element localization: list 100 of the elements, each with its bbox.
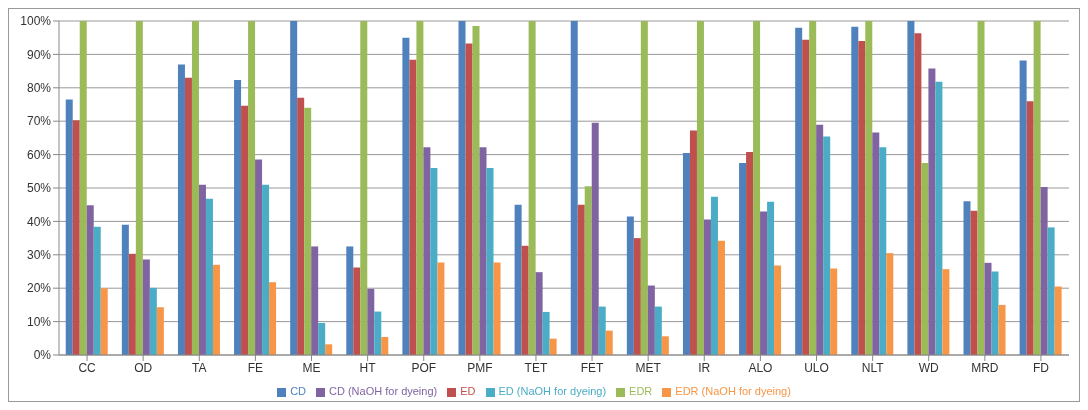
x-tick-label: NLT (861, 360, 885, 375)
bar (423, 147, 431, 355)
bar (528, 21, 536, 355)
bar (689, 130, 697, 355)
bar (1019, 60, 1027, 355)
bar (921, 162, 929, 355)
legend-label: EDR (629, 385, 653, 397)
bar (865, 21, 873, 355)
bar (86, 205, 94, 355)
bar (381, 336, 389, 355)
legend-label: EDR (NaOH for dyeing) (675, 385, 791, 397)
y-tick-label: 70% (26, 114, 52, 129)
bar (851, 26, 859, 355)
x-tick-label: TA (192, 360, 207, 375)
x-tick-label: TET (524, 360, 548, 375)
bar (241, 105, 249, 355)
x-tick-label: CC (78, 360, 97, 375)
bar (304, 107, 312, 355)
bar (472, 26, 480, 355)
bar (100, 288, 108, 355)
bar (128, 253, 136, 355)
bar (409, 59, 417, 355)
bar (970, 210, 978, 355)
bar (142, 259, 150, 355)
bar (991, 271, 999, 355)
bar (577, 204, 585, 355)
bar (416, 21, 424, 355)
bar (570, 21, 578, 355)
x-tick-label: POF (411, 360, 437, 375)
x-tick-label: OD (134, 360, 153, 375)
bar (121, 224, 129, 355)
bar (458, 21, 466, 355)
bar (212, 264, 220, 355)
bar (633, 238, 641, 355)
bar (816, 124, 824, 355)
bar (297, 97, 305, 355)
bar (984, 262, 992, 355)
bar (1026, 101, 1034, 355)
y-tick-label: 10% (26, 314, 52, 329)
bar (234, 80, 242, 355)
bar (465, 43, 473, 355)
bar (963, 201, 971, 355)
bar (879, 147, 887, 355)
bar (1033, 21, 1041, 355)
bar (549, 338, 557, 355)
bar (479, 147, 487, 355)
bar (886, 253, 894, 355)
bar (191, 21, 199, 355)
bar (795, 27, 803, 355)
x-tick-label: FE (247, 360, 264, 375)
y-tick-label: 30% (26, 248, 52, 263)
bar (647, 285, 655, 355)
bar (977, 21, 985, 355)
legend-label: CD (NaOH for dyeing) (329, 385, 438, 397)
bar (255, 159, 263, 355)
legend-label: CD (290, 385, 307, 397)
bar (198, 184, 206, 355)
bar (942, 269, 950, 355)
bar (493, 262, 501, 355)
bar (753, 21, 761, 355)
bar (325, 344, 333, 355)
bar (703, 219, 711, 355)
bar (149, 287, 157, 355)
bar (661, 336, 669, 355)
bar (1047, 227, 1055, 355)
x-tick-label: WD (918, 360, 940, 375)
x-tick-label: FD (1032, 360, 1050, 375)
bar (93, 226, 101, 355)
y-tick-label: 20% (26, 281, 52, 296)
bar (184, 77, 192, 355)
bar (760, 211, 768, 355)
bar (591, 122, 599, 355)
bar (521, 245, 529, 355)
bar (156, 307, 164, 355)
bar (717, 240, 725, 355)
bar (935, 81, 943, 355)
bar (830, 268, 838, 355)
bar (584, 186, 592, 355)
legend-label: ED (460, 385, 476, 397)
bar (65, 99, 73, 355)
bar (746, 151, 754, 355)
bar (514, 204, 522, 355)
bar (605, 330, 613, 355)
bar (1054, 286, 1062, 355)
y-tick-label: 80% (26, 81, 52, 96)
bar (928, 68, 936, 355)
bar (914, 33, 922, 355)
bar (346, 246, 354, 355)
x-tick-label: ALO (748, 360, 773, 375)
bar (535, 272, 543, 355)
bar (486, 167, 494, 355)
bar (367, 288, 375, 355)
x-tick-label: MRD (971, 360, 999, 375)
x-tick-label: PMF (467, 360, 493, 375)
x-tick-label: MET (635, 360, 662, 375)
x-tick-label: FET (580, 360, 605, 375)
bar (79, 21, 87, 355)
bar (809, 21, 817, 355)
y-tick-label: 100% (20, 14, 52, 29)
y-tick-label: 40% (26, 214, 52, 229)
